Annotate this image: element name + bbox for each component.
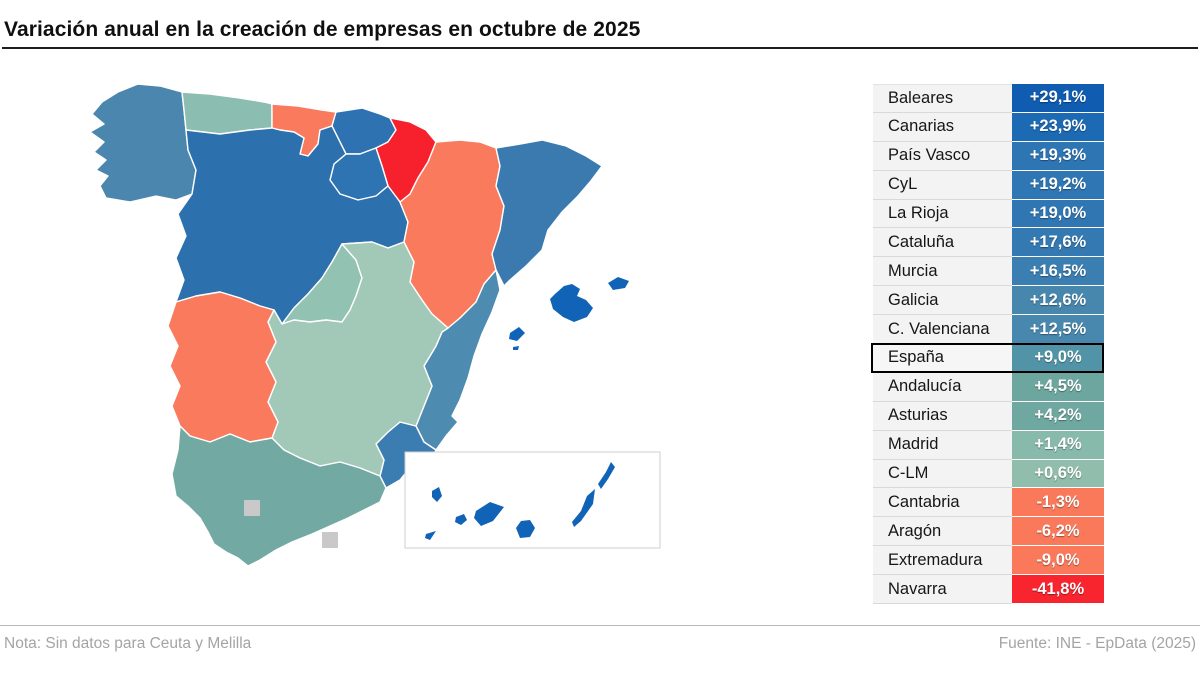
region-value: -1,3% [1012,488,1104,518]
region-value: -6,2% [1012,517,1104,547]
region-value: +4,5% [1012,372,1104,402]
canarias-inset-box [404,451,661,549]
region-value: +16,5% [1012,257,1104,287]
region-galicia[interactable] [89,83,197,203]
region-value: +29,1% [1012,84,1104,113]
spain-map [89,83,661,567]
region-value: +23,9% [1012,112,1104,142]
region-value: +12,5% [1012,315,1104,345]
island-tenerife[interactable] [474,502,504,526]
region-value: +4,2% [1012,401,1104,431]
region-value: +12,6% [1012,286,1104,316]
table-row: La Rioja +19,0% [873,199,1104,229]
baleares-islands[interactable] [509,277,629,350]
region-label: Aragón [873,517,1012,547]
island-formentera[interactable] [513,346,519,350]
region-cataluna[interactable] [491,139,603,287]
table-row: CyL +19,2% [873,170,1104,200]
page-title: Variación anual en la creación de empres… [4,18,641,41]
table-row: Navarra -41,8% [873,575,1104,605]
region-label: C-LM [873,459,1012,489]
region-label: Cantabria [873,488,1012,518]
island-el-hierro[interactable] [425,531,436,540]
region-label: Murcia [873,257,1012,287]
melilla-square [322,532,338,548]
region-value: +19,2% [1012,170,1104,200]
region-label: Extremadura [873,546,1012,576]
island-mallorca[interactable] [550,284,593,322]
region-label: La Rioja [873,199,1012,229]
table-row: Asturias +4,2% [873,401,1104,431]
region-value: -41,8% [1012,575,1104,605]
ceuta-square [244,500,260,516]
table-row: Aragón -6,2% [873,517,1104,547]
table-row: Canarias +23,9% [873,112,1104,142]
region-label: Baleares [873,84,1012,113]
table-row: Cantabria -1,3% [873,488,1104,518]
table-row: C-LM +0,6% [873,459,1104,489]
table-row: Madrid +1,4% [873,430,1104,460]
island-gran-canaria[interactable] [516,520,535,538]
region-value: +0,6% [1012,459,1104,489]
region-label: País Vasco [873,141,1012,171]
island-menorca[interactable] [608,277,629,290]
title-underline [2,47,1198,49]
region-value: +17,6% [1012,228,1104,258]
canarias-inset[interactable] [404,451,661,549]
ranking-table: Baleares +29,1% Canarias +23,9% País Vasco +1… [871,84,1104,605]
table-row: País Vasco +19,3% [873,141,1104,171]
table-row: Baleares +29,1% [873,84,1104,113]
island-la-gomera[interactable] [455,514,467,525]
table-row: C. Valenciana +12,5% [873,315,1104,345]
table-row: Extremadura -9,0% [873,546,1104,576]
island-ibiza[interactable] [509,327,525,341]
region-value: +19,3% [1012,141,1104,171]
table-row: Andalucía +4,5% [873,372,1104,402]
region-extremadura[interactable] [167,291,279,443]
region-label: Andalucía [873,372,1012,402]
region-label: Madrid [873,430,1012,460]
region-label: C. Valenciana [873,315,1012,345]
footer-divider [0,625,1200,626]
island-la-palma[interactable] [432,487,442,502]
region-value: +1,4% [1012,430,1104,460]
footnote: Nota: Sin datos para Ceuta y Melilla [4,635,252,652]
region-asturias[interactable] [181,91,273,135]
region-andalucia[interactable] [171,425,387,567]
region-label: Navarra [873,575,1012,605]
island-fuerteventura[interactable] [572,489,595,527]
region-label: Cataluña [873,228,1012,258]
region-value: +9,0% [1012,344,1104,373]
table-row: Murcia +16,5% [873,257,1104,287]
region-value: -9,0% [1012,546,1104,576]
region-label: Canarias [873,112,1012,142]
source-credit: Fuente: INE - EpData (2025) [998,635,1196,652]
table-row: Galicia +12,6% [873,286,1104,316]
table-row: Cataluña +17,6% [873,228,1104,258]
region-value: +19,0% [1012,199,1104,229]
region-label: CyL [873,170,1012,200]
island-lanzarote[interactable] [598,462,615,489]
table-row: España +9,0% [871,343,1104,373]
region-label: España [873,344,1012,373]
region-label: Asturias [873,401,1012,431]
region-label: Galicia [873,286,1012,316]
